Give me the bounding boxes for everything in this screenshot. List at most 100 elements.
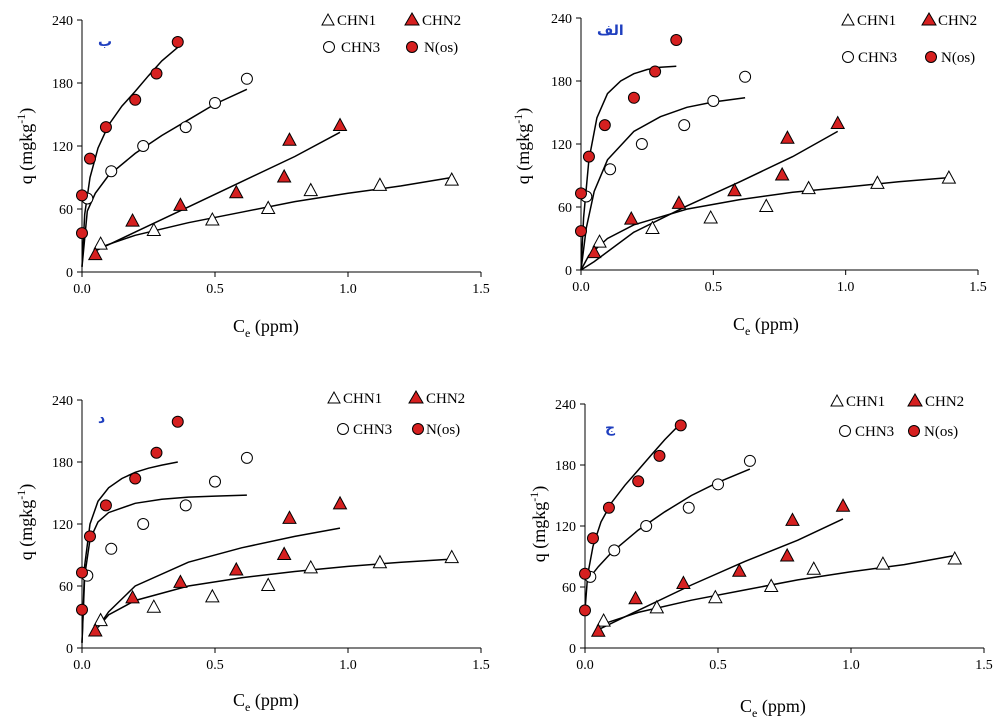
x-tick-label: 0.0 [572, 280, 590, 295]
legend: CHN1 CHN2 CHN3 N(os) [830, 393, 964, 440]
y-tick-label: 120 [555, 520, 576, 535]
y-tick-label: 180 [555, 459, 576, 474]
data-point-filled-triangle [835, 498, 851, 512]
fit-curve-1 [597, 518, 844, 631]
data-point-open-circle [179, 499, 192, 512]
data-point-filled-triangle [774, 166, 790, 181]
legend-nos: N(os) [406, 40, 458, 56]
x-axis-label: Ce (ppm) [233, 316, 299, 340]
legend-label: CHN2 [925, 394, 964, 410]
fit-curve-2 [589, 468, 751, 578]
filled-circle-icon [406, 41, 418, 53]
y-axis-label: q (mgkg-1) [14, 108, 37, 185]
x-tick-label: 1.5 [975, 658, 993, 673]
x-tick-label: 0.5 [206, 658, 224, 673]
data-point-open-triangle [444, 549, 460, 564]
y-tick-label: 120 [52, 518, 73, 533]
data-point-open-triangle [763, 578, 779, 593]
svg-text:q (mgkg-1): q (mgkg-1) [14, 108, 37, 185]
data-point-filled-triangle [276, 168, 292, 183]
y-tick-label: 120 [551, 138, 572, 153]
svg-text:q (mgkg-1): q (mgkg-1) [511, 108, 534, 185]
svg-text:Ce (ppm): Ce (ppm) [740, 696, 806, 720]
data-point-filled-circle [76, 227, 88, 240]
fit-curve-3 [584, 422, 682, 611]
data-point-filled-triangle [586, 244, 602, 259]
y-tick-label: 180 [551, 75, 572, 90]
legend-chn1: CHN1 [327, 390, 382, 407]
data-point-filled-triangle [87, 246, 103, 261]
legend-chn3: CHN3 [842, 50, 897, 66]
data-point-open-circle [678, 119, 691, 132]
data-point-open-triangle [372, 177, 388, 191]
legend-chn2: CHN2 [921, 12, 977, 29]
x-tick-label: 0.5 [705, 280, 723, 295]
legend-label: N(os) [426, 422, 460, 438]
open-triangle-icon [327, 390, 341, 404]
data-point-filled-triangle [731, 563, 747, 577]
open-triangle-icon [841, 12, 855, 26]
x-tick-label: 0.0 [73, 282, 91, 297]
panel-top-right: الف Ce (ppm) q (mgkg-1) CHN1 CHN2 CHN3 N… [511, 12, 987, 338]
filled-triangle-icon [921, 12, 937, 26]
panel-label: ب [98, 34, 112, 50]
x-tick-label: 1.0 [837, 280, 855, 295]
data-point-filled-triangle [282, 510, 297, 524]
data-point-open-circle [682, 501, 695, 514]
data-point-filled-circle [129, 472, 142, 485]
legend-label: CHN3 [353, 422, 392, 438]
data-point-filled-circle [83, 152, 96, 165]
fit-curve-1 [97, 527, 341, 628]
data-point-open-triangle [645, 220, 660, 235]
legend-label: CHN2 [426, 391, 465, 407]
fit-curve-2 [81, 88, 248, 267]
data-point-filled-circle [76, 566, 88, 579]
data-point-open-triangle [93, 612, 108, 627]
legend: CHN1 CHN2 CHN3 N(os) [321, 12, 461, 56]
svg-text:Ce (ppm): Ce (ppm) [233, 690, 299, 714]
legend-chn2: CHN2 [907, 393, 964, 410]
data-point-filled-circle [99, 499, 112, 512]
y-tick-label: 60 [59, 580, 73, 595]
data-point-filled-circle [670, 34, 683, 47]
fit-curve-0 [97, 558, 452, 628]
data-point-open-triangle [806, 561, 822, 575]
data-point-filled-circle [602, 501, 615, 514]
data-point-open-circle [743, 454, 756, 467]
data-point-open-circle [712, 478, 724, 491]
data-point-open-triangle [941, 170, 957, 184]
y-tick-label: 0 [565, 264, 572, 279]
data-point-filled-circle [99, 121, 112, 134]
data-point-filled-triangle [671, 195, 687, 209]
data-point-open-circle [604, 163, 617, 176]
fit-curve-2 [81, 494, 247, 643]
x-tick-label: 1.5 [969, 280, 987, 295]
data-point-filled-triangle [125, 212, 140, 227]
x-tick-label: 1.0 [339, 658, 357, 673]
legend-chn1: CHN1 [841, 12, 896, 29]
x-tick-label: 1.5 [472, 282, 490, 297]
x-axis-label: Ce (ppm) [733, 314, 799, 338]
data-point-open-triangle [870, 175, 885, 189]
data-point-open-circle [137, 518, 150, 530]
legend-chn1: CHN1 [321, 12, 376, 29]
data-point-filled-triangle [676, 575, 691, 589]
filled-triangle-icon [404, 12, 420, 26]
legend-label: CHN2 [422, 13, 461, 29]
legend-label: N(os) [924, 424, 958, 440]
open-circle-icon [337, 423, 349, 435]
data-point-open-circle [240, 72, 253, 85]
legend-chn3: CHN3 [337, 422, 392, 438]
data-point-open-triangle [708, 589, 723, 604]
data-point-open-triangle [372, 554, 388, 569]
data-point-filled-circle [586, 532, 599, 545]
y-tick-label: 180 [52, 77, 73, 92]
data-point-open-triangle [303, 559, 319, 574]
x-tick-label: 0.5 [206, 282, 224, 297]
data-point-filled-circle [649, 65, 662, 78]
data-point-filled-circle [171, 36, 184, 49]
y-axis-label: q (mgkg-1) [511, 108, 534, 185]
data-point-filled-triangle [282, 132, 297, 146]
legend-label: CHN1 [343, 391, 382, 407]
